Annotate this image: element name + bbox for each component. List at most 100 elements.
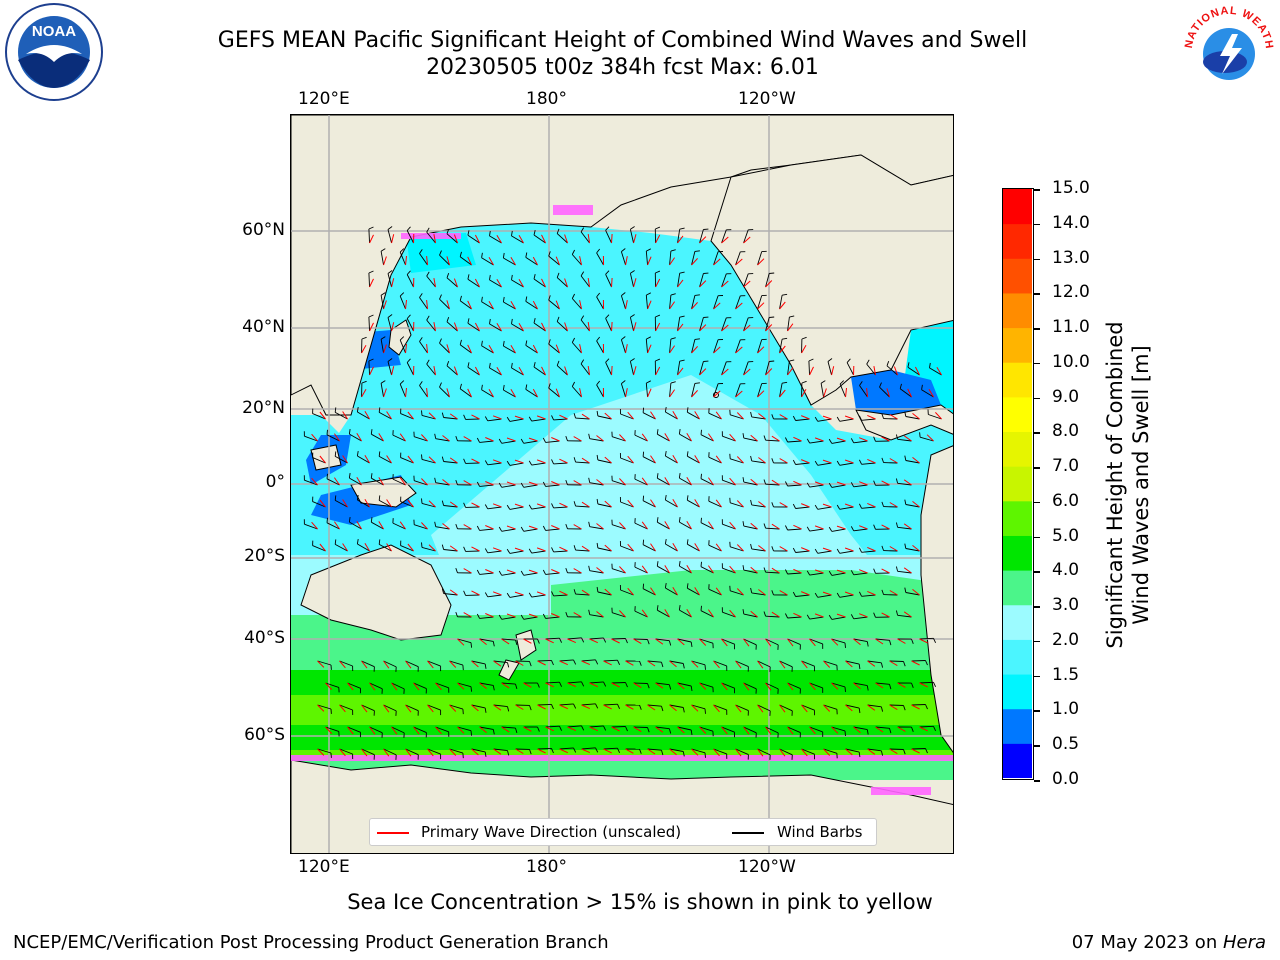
wind-barb — [765, 726, 779, 734]
wind-barb — [589, 526, 604, 530]
wind-barb-flag — [520, 570, 525, 576]
wind-barb-flag — [542, 569, 546, 575]
wind-barb — [721, 229, 727, 244]
wind-barb-flag — [596, 542, 599, 549]
colorbar-tick-mark — [1034, 258, 1040, 261]
wind-barb-flag — [595, 747, 599, 753]
wave-direction-arrow — [691, 748, 699, 756]
wind-barb-flag — [378, 451, 381, 457]
wave-direction-arrow — [713, 258, 721, 266]
wind-barb-flag — [439, 338, 442, 344]
wave-direction-arrow — [912, 413, 920, 420]
wind-barb-flag — [528, 548, 533, 554]
wind-barb-flag — [639, 748, 642, 754]
wave-direction-arrow — [625, 704, 634, 710]
wave-direction-arrow — [903, 523, 912, 530]
wave-direction-arrow — [579, 300, 583, 310]
colorbar-tick-mark — [1034, 640, 1040, 643]
wave-direction-arrow — [735, 346, 743, 354]
colorbar-segment — [1003, 500, 1032, 536]
wave-direction-arrow — [604, 500, 612, 508]
wave-direction-arrow — [506, 481, 516, 486]
wind-barb — [657, 521, 670, 530]
wave-direction-arrow — [405, 255, 407, 266]
wind-barb — [845, 660, 860, 665]
wind-barb — [897, 526, 912, 530]
wave-direction-arrow — [647, 704, 656, 711]
colorbar-tick-mark — [1034, 710, 1040, 712]
wind-barb-flag — [378, 407, 381, 413]
wind-barb — [334, 544, 348, 552]
wind-barb-flag — [678, 605, 681, 611]
wind-barb-flag — [571, 381, 576, 387]
wind-barb-flag — [858, 752, 861, 758]
wave-direction-arrow — [611, 233, 613, 244]
wind-barb — [383, 704, 397, 712]
wind-barb-flag — [784, 569, 789, 575]
wave-direction-arrow — [757, 660, 764, 669]
wave-direction-arrow — [686, 433, 692, 442]
wind-barb — [467, 322, 480, 332]
wind-barb-flag — [551, 415, 555, 421]
wind-barb — [634, 610, 648, 618]
wind-barb — [481, 389, 494, 398]
wave-direction-arrow — [551, 613, 560, 618]
wind-barb-flag — [467, 318, 470, 324]
wind-barb — [735, 251, 741, 266]
wind-barb — [545, 725, 560, 728]
wave-direction-arrow — [758, 413, 766, 420]
wind-barb — [553, 594, 568, 597]
wind-barb — [677, 682, 692, 687]
wind-barb — [645, 339, 648, 354]
wind-barb — [687, 411, 700, 420]
wave-direction-arrow — [801, 503, 810, 508]
wind-barb-flag — [559, 726, 563, 731]
wind-barb — [531, 594, 546, 598]
wave-direction-arrow — [453, 366, 459, 376]
wind-barb — [853, 638, 868, 643]
wave-direction-arrow — [488, 300, 494, 310]
wind-barb — [392, 478, 406, 486]
wind-barb — [405, 748, 419, 756]
wind-barb-flag — [782, 337, 788, 340]
wind-barb — [487, 462, 502, 466]
colorbar-segment — [1003, 743, 1032, 778]
wind-barb — [589, 482, 604, 486]
wave-direction-arrow — [559, 704, 569, 710]
wind-barb — [487, 418, 502, 422]
wind-barb-flag — [792, 415, 796, 421]
wave-direction-arrow — [664, 477, 670, 486]
wave-direction-arrow — [647, 300, 652, 310]
wind-barb — [853, 726, 868, 731]
wind-barb — [399, 295, 406, 310]
wind-barb — [831, 440, 846, 444]
wind-barb-flag — [694, 250, 700, 252]
wind-barb — [371, 433, 384, 442]
wave-direction-arrow — [633, 366, 637, 376]
wind-barb — [493, 748, 508, 752]
wind-barb-flag — [859, 381, 863, 386]
wind-barb-flag — [387, 314, 393, 318]
wind-barb — [629, 317, 634, 332]
wind-barb — [501, 638, 516, 641]
wind-barb — [699, 273, 704, 288]
wind-barb-flag — [742, 521, 745, 527]
wind-barb-flag — [881, 501, 885, 507]
wind-barb — [575, 461, 590, 464]
wind-barb-flag — [470, 642, 473, 648]
wind-barb — [580, 275, 590, 288]
wave-direction-arrow — [779, 345, 786, 354]
wind-barb-flag — [858, 708, 861, 714]
wind-barb-flag — [573, 545, 577, 551]
wave-direction-arrow — [446, 256, 451, 266]
wind-barb-flag — [525, 296, 528, 302]
wave-direction-arrow — [771, 435, 780, 442]
wave-direction-arrow — [426, 388, 429, 398]
wind-barb — [713, 748, 727, 755]
wave-direction-arrow — [743, 638, 750, 647]
wind-barb-flag — [639, 660, 642, 666]
wave-direction-arrow — [386, 411, 392, 420]
wind-barb-flag — [700, 473, 702, 479]
wind-barb-flag — [679, 227, 685, 230]
wave-direction-arrow — [471, 546, 480, 552]
